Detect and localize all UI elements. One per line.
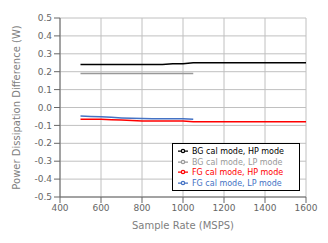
svg-text:-0.4: -0.4 <box>34 174 52 184</box>
svg-text:-0.1: -0.1 <box>34 121 52 131</box>
svg-text:0.3: 0.3 <box>38 49 52 59</box>
svg-text:800: 800 <box>133 203 150 213</box>
svg-text:1000: 1000 <box>172 203 195 213</box>
html-text:BG cal mode, HP mode: BG cal mode, HP mode <box>192 146 284 156</box>
svg-text:0.1: 0.1 <box>38 85 52 95</box>
svg-text:0.0: 0.0 <box>38 103 53 113</box>
svg-text:-0.5: -0.5 <box>34 192 52 202</box>
svg-text:0.2: 0.2 <box>38 67 52 77</box>
svg-text:-0.2: -0.2 <box>34 138 52 148</box>
svg-text:1200: 1200 <box>213 203 236 213</box>
html-text:FG cal mode, LP mode: FG cal mode, LP mode <box>192 178 282 187</box>
html-text:FG cal mode, HP mode: FG cal mode, HP mode <box>192 167 284 177</box>
svg-text:600: 600 <box>92 203 109 213</box>
svg-text:0.5: 0.5 <box>38 13 52 23</box>
svg-text:1400: 1400 <box>254 203 277 213</box>
svg-text:Sample Rate (MSPS): Sample Rate (MSPS) <box>132 220 234 231</box>
svg-text:-0.3: -0.3 <box>34 156 52 166</box>
svg-text:0.4: 0.4 <box>38 31 53 41</box>
svg-text:400: 400 <box>51 203 68 213</box>
html-text:BG cal mode, LP mode: BG cal mode, LP mode <box>192 157 283 166</box>
svg-text:Power Dissipation Difference (: Power Dissipation Difference (W) <box>11 25 22 189</box>
svg-text:1600: 1600 <box>295 203 318 213</box>
